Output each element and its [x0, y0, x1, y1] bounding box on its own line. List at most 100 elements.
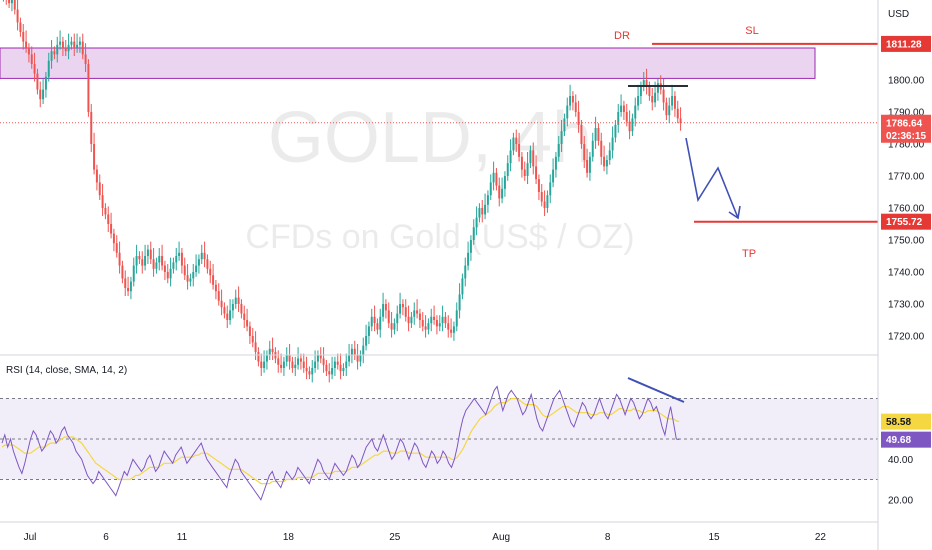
candle-body	[73, 41, 76, 48]
candle-body	[393, 323, 396, 330]
candle-body	[53, 51, 56, 55]
x-tick-label: 11	[177, 532, 188, 543]
candle-body	[410, 316, 413, 324]
candle-body	[588, 156, 591, 173]
candle-body	[285, 355, 288, 362]
candle-body	[104, 208, 107, 215]
candle-body	[481, 208, 484, 215]
candle-body	[583, 144, 586, 160]
candle-body	[220, 300, 223, 308]
candle-body	[322, 358, 325, 365]
price-tick-label: 1770.00	[888, 172, 925, 183]
candle-body	[577, 112, 580, 125]
candle-body	[620, 105, 623, 112]
x-tick-label: 8	[605, 532, 611, 543]
candle-body	[93, 144, 96, 170]
candle-body	[416, 310, 419, 314]
candle-body	[50, 51, 53, 61]
candle-body	[149, 249, 152, 260]
candle-body	[648, 86, 651, 96]
price-tick-label: 1720.00	[888, 332, 925, 343]
candle-body	[515, 137, 518, 144]
candle-body	[574, 102, 577, 112]
candle-body	[450, 329, 453, 333]
price-tick-label: 1800.00	[888, 76, 925, 87]
candle-body	[554, 156, 557, 170]
candle-body	[469, 240, 472, 253]
candle-body	[676, 108, 679, 119]
candle-body	[441, 316, 444, 324]
price-tags-layer: 1811.28 1755.72 1786.64 02:36:15 58.58 49.68	[881, 35, 931, 448]
candle-body	[197, 259, 200, 266]
price-tick-label: 1790.00	[888, 108, 925, 119]
candle-body	[557, 144, 560, 157]
candle-body	[498, 185, 501, 199]
candle-body	[506, 163, 509, 176]
candle-body	[254, 342, 257, 352]
candle-body	[141, 259, 144, 266]
candle-body	[70, 41, 73, 45]
current-price-tag-bg	[881, 114, 931, 143]
price-tick-label: 1780.00	[888, 140, 925, 151]
projection-path	[685, 137, 739, 219]
current-price-tag: 1786.64	[886, 118, 923, 129]
candle-body	[42, 89, 45, 100]
candle-body	[591, 140, 594, 157]
candle-body	[353, 348, 356, 356]
candle-body	[367, 326, 370, 336]
candle-body	[121, 265, 124, 279]
candle-body	[651, 96, 654, 103]
candle-body	[206, 259, 209, 269]
supply-zone	[0, 47, 816, 79]
price-tick-label: 1740.00	[888, 268, 925, 279]
candle-body	[421, 320, 424, 327]
rsi-line	[1, 385, 680, 501]
watermark-title: GOLD, 4h	[268, 98, 592, 178]
candle-body	[520, 156, 523, 170]
candle-body	[586, 160, 589, 173]
countdown-tag: 02:36:15	[886, 131, 926, 142]
candle-body	[246, 320, 249, 327]
candle-body	[265, 355, 268, 362]
candle-body	[475, 217, 478, 228]
candle-body	[30, 54, 33, 64]
candle-body	[435, 320, 438, 327]
candle-body	[608, 150, 611, 160]
candle-body	[489, 182, 492, 196]
candle-body	[22, 32, 25, 42]
candle-body	[101, 195, 104, 208]
candle-body	[13, 0, 16, 10]
candle-body	[668, 105, 671, 116]
candles-layer	[2, 0, 682, 383]
candle-body	[251, 336, 254, 343]
candle-body	[549, 182, 552, 196]
candle-body	[464, 265, 467, 279]
candle-body	[605, 160, 608, 167]
price-tick-label: 1750.00	[888, 236, 925, 247]
candle-body	[603, 156, 606, 167]
watermark-subtitle: CFDs on Gold (US$ / OZ)	[245, 218, 634, 256]
candle-body	[214, 284, 217, 292]
sl-price-tag-bg	[881, 35, 931, 52]
candle-body	[571, 96, 574, 103]
candle-body	[401, 304, 404, 308]
candle-body	[373, 316, 376, 324]
candle-body	[382, 304, 385, 317]
candle-body	[47, 60, 50, 77]
candle-body	[529, 150, 532, 164]
rsi-title: RSI (14, close, SMA, 14, 2)	[6, 365, 127, 376]
candle-body	[195, 265, 198, 272]
candle-body	[509, 150, 512, 164]
candle-body	[8, 0, 11, 4]
levels-layer	[0, 42, 878, 223]
candle-body	[144, 256, 147, 266]
candle-body	[444, 316, 447, 324]
x-tick-label: 6	[103, 532, 109, 543]
candle-body	[427, 323, 430, 330]
candle-body	[132, 265, 135, 282]
candle-body	[19, 22, 22, 32]
rsi-value-tag: 49.68	[886, 435, 911, 446]
candle-body	[631, 118, 634, 132]
rsi-tick-label: 40.00	[888, 455, 913, 466]
